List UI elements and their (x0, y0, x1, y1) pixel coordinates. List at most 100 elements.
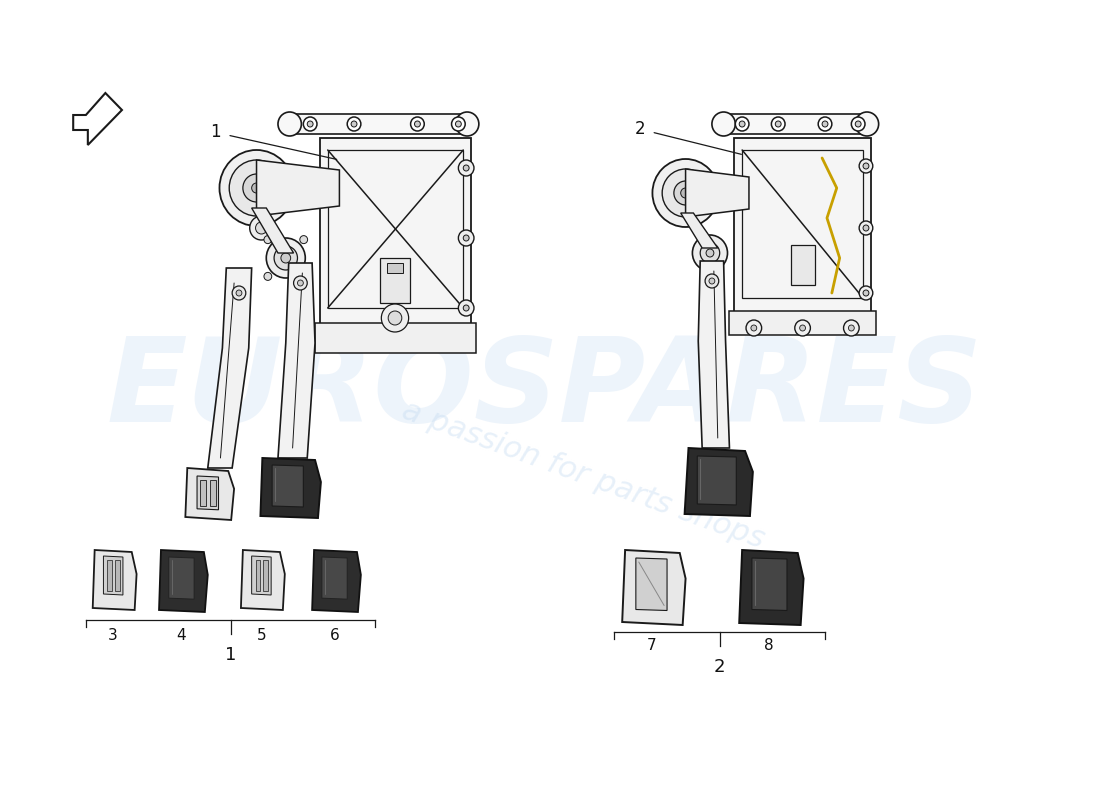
Polygon shape (108, 560, 112, 591)
Circle shape (859, 159, 872, 173)
Circle shape (388, 311, 401, 325)
Circle shape (236, 290, 242, 296)
Circle shape (459, 300, 474, 316)
Polygon shape (315, 323, 476, 353)
Polygon shape (92, 550, 136, 610)
Polygon shape (312, 550, 361, 612)
Polygon shape (636, 558, 667, 610)
Polygon shape (735, 138, 871, 323)
Circle shape (662, 169, 710, 217)
Circle shape (229, 160, 284, 216)
Circle shape (463, 235, 469, 241)
Circle shape (451, 117, 465, 131)
Circle shape (300, 236, 308, 244)
Text: 1: 1 (226, 646, 236, 664)
Circle shape (410, 117, 425, 131)
Polygon shape (185, 468, 234, 520)
Circle shape (712, 112, 735, 136)
Circle shape (220, 150, 294, 226)
Polygon shape (272, 465, 304, 507)
Circle shape (864, 163, 869, 169)
Text: 6: 6 (330, 628, 340, 643)
Text: 2: 2 (714, 658, 726, 676)
Circle shape (351, 121, 358, 127)
Circle shape (348, 117, 361, 131)
Circle shape (674, 181, 697, 205)
Polygon shape (752, 558, 786, 610)
Circle shape (701, 243, 719, 263)
Circle shape (706, 249, 714, 257)
Polygon shape (719, 114, 871, 134)
Text: EUROSPARES: EUROSPARES (106, 333, 982, 447)
Circle shape (250, 216, 273, 240)
Circle shape (463, 165, 469, 171)
Circle shape (331, 335, 348, 351)
Text: a passion for parts shops: a passion for parts shops (398, 396, 769, 554)
Circle shape (859, 286, 872, 300)
Polygon shape (252, 556, 272, 595)
Circle shape (266, 238, 306, 278)
Circle shape (255, 222, 267, 234)
Polygon shape (729, 311, 876, 335)
Circle shape (710, 278, 715, 284)
Circle shape (449, 340, 454, 346)
Circle shape (415, 121, 420, 127)
Circle shape (800, 325, 805, 331)
Polygon shape (698, 261, 729, 448)
Polygon shape (168, 557, 194, 599)
Polygon shape (74, 93, 122, 145)
Circle shape (232, 286, 245, 300)
Polygon shape (684, 448, 752, 516)
Polygon shape (739, 550, 804, 625)
Bar (791, 245, 815, 285)
Circle shape (304, 117, 317, 131)
Polygon shape (103, 556, 123, 595)
Text: 7: 7 (647, 638, 657, 653)
Circle shape (848, 325, 855, 331)
Circle shape (692, 235, 727, 271)
Circle shape (280, 253, 290, 263)
Circle shape (443, 335, 460, 351)
Circle shape (864, 290, 869, 296)
Polygon shape (252, 208, 294, 253)
Circle shape (264, 236, 272, 244)
Circle shape (739, 121, 745, 127)
Circle shape (751, 325, 757, 331)
Circle shape (705, 274, 718, 288)
Polygon shape (255, 560, 261, 591)
Circle shape (455, 121, 461, 127)
Circle shape (455, 112, 478, 136)
Text: 5: 5 (256, 628, 266, 643)
Circle shape (297, 280, 304, 286)
Circle shape (243, 174, 271, 202)
Text: 1: 1 (210, 123, 221, 141)
Circle shape (855, 121, 861, 127)
Circle shape (337, 340, 342, 346)
Circle shape (822, 121, 828, 127)
Circle shape (300, 272, 308, 280)
Polygon shape (623, 550, 685, 625)
Circle shape (264, 272, 272, 280)
Circle shape (274, 246, 297, 270)
Circle shape (771, 117, 785, 131)
Polygon shape (322, 557, 348, 599)
Circle shape (864, 225, 869, 231)
Text: 3: 3 (108, 628, 118, 643)
Circle shape (294, 276, 307, 290)
Polygon shape (208, 268, 252, 468)
Circle shape (652, 159, 718, 227)
Circle shape (382, 304, 408, 332)
Circle shape (252, 183, 262, 193)
Text: 2: 2 (635, 120, 645, 138)
Polygon shape (210, 480, 216, 506)
Polygon shape (697, 456, 736, 505)
Text: 4: 4 (177, 628, 186, 643)
Polygon shape (256, 160, 340, 216)
Circle shape (735, 117, 749, 131)
Polygon shape (263, 560, 268, 591)
Polygon shape (241, 550, 285, 610)
Polygon shape (320, 138, 471, 338)
Polygon shape (286, 114, 471, 134)
Circle shape (851, 117, 865, 131)
Polygon shape (160, 550, 208, 612)
